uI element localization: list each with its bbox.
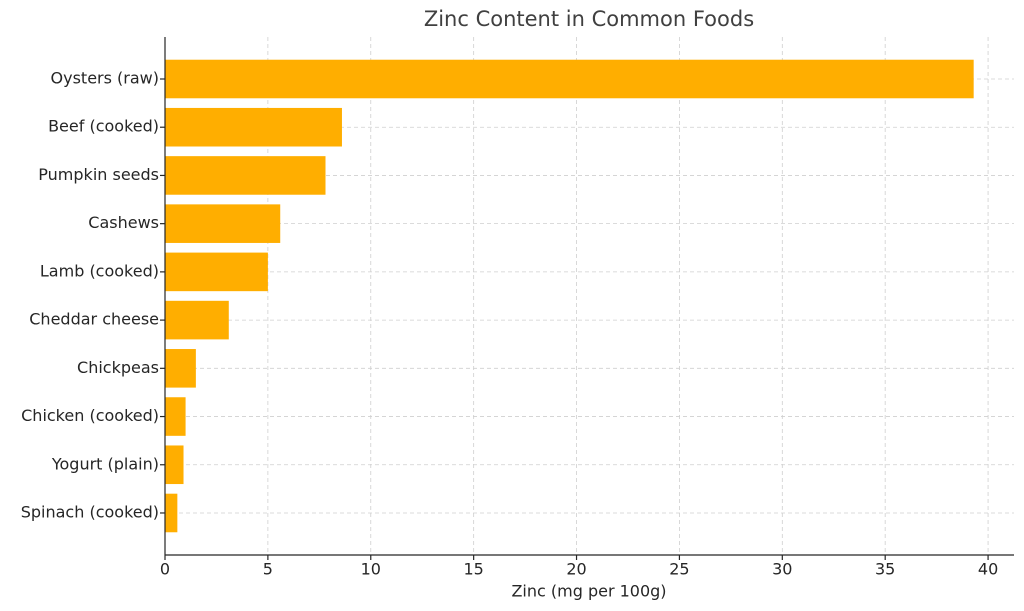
bar — [165, 252, 268, 292]
bar — [165, 349, 196, 388]
x-axis-label: Zinc (mg per 100g) — [511, 582, 666, 601]
bar — [165, 107, 342, 147]
x-tick-label: 40 — [978, 560, 998, 579]
x-tick-label: 20 — [566, 560, 586, 579]
y-tick-label: Cheddar cheese — [29, 310, 159, 329]
y-tick-label: Chickpeas — [77, 358, 159, 377]
y-tick-label: Spinach (cooked) — [21, 502, 159, 521]
x-tick-label: 15 — [463, 560, 483, 579]
y-tick-label: Yogurt (plain) — [51, 454, 159, 473]
x-tick-label: 35 — [875, 560, 895, 579]
y-tick-label: Chicken (cooked) — [21, 406, 159, 425]
x-tick-label: 25 — [669, 560, 689, 579]
bar — [165, 300, 229, 340]
y-tick-label: Oysters (raw) — [51, 69, 159, 88]
x-tick-label: 0 — [160, 560, 170, 579]
bar — [165, 204, 281, 243]
bar — [165, 445, 184, 485]
chart-title: Zinc Content in Common Foods — [424, 7, 754, 31]
bar — [165, 156, 326, 195]
bar — [165, 59, 974, 99]
y-tick-label: Lamb (cooked) — [40, 261, 159, 280]
x-tick-label: 30 — [772, 560, 792, 579]
y-tick-label: Cashews — [88, 213, 159, 232]
y-tick-label: Beef (cooked) — [48, 117, 159, 136]
x-tick-label: 5 — [263, 560, 273, 579]
bar — [165, 493, 178, 533]
x-tick-label: 10 — [361, 560, 381, 579]
bar — [165, 397, 186, 436]
y-tick-label: Pumpkin seeds — [38, 165, 159, 184]
